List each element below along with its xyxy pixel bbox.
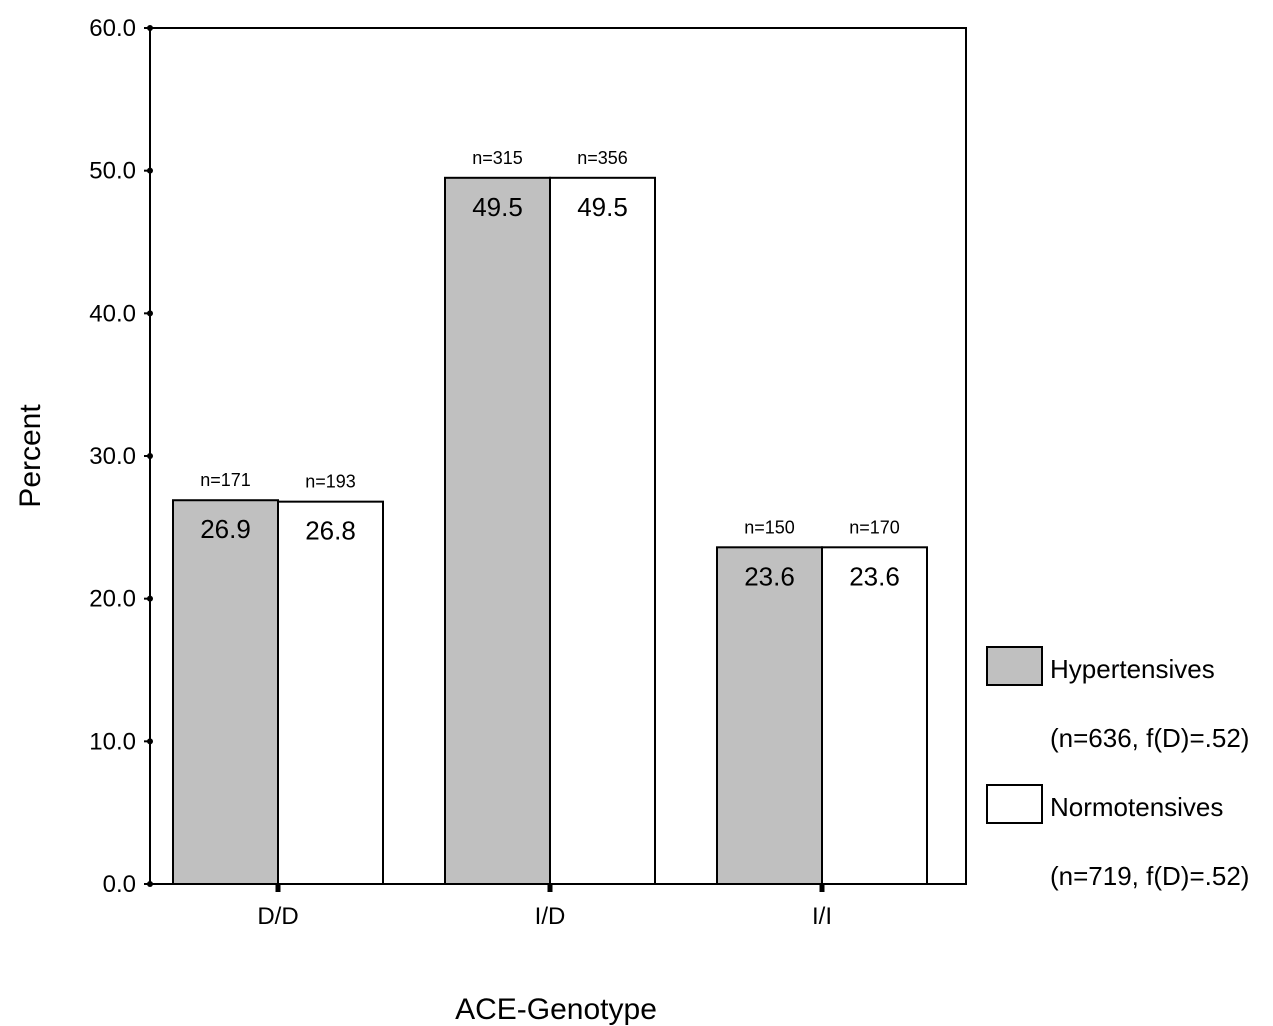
y-tick-dot (147, 310, 153, 317)
bar-n-label: n=193 (305, 472, 356, 492)
y-tick-label: 0.0 (103, 871, 136, 898)
y-tick-dot (147, 881, 153, 887)
y-axis: 0.0 10.0 20.0 30.0 40.0 50.0 60.0 (89, 15, 153, 898)
legend-label: Hypertensives (1050, 654, 1215, 684)
bar-value-label: 23.6 (744, 561, 795, 591)
legend-swatch-hypertensives (986, 646, 1043, 686)
bar-value-label: 23.6 (849, 561, 900, 591)
legend: Hypertensives (n=636, f(D)=.52) Normotensi… (986, 646, 1249, 891)
bar-n-label: n=170 (849, 517, 900, 537)
bars-group: 26.9 n=171 26.8 n=193 49.5 n=315 49.5 n=356 23.6… (172, 148, 928, 886)
x-axis: D/D I/D I/I (257, 884, 832, 930)
bar-value-label: 26.8 (305, 516, 356, 546)
bar-hypertensives (172, 499, 279, 885)
bar-n-label: n=171 (200, 470, 251, 490)
x-tick-label: I/D (535, 903, 566, 930)
bar-value-label: 49.5 (472, 192, 523, 222)
y-tick-dot (147, 453, 153, 459)
y-tick-label: 10.0 (89, 728, 136, 755)
x-tick-label: I/I (812, 903, 832, 930)
bar-normotensives (277, 500, 384, 885)
bar-normotensives (549, 176, 656, 886)
legend-swatch-normotensives (986, 784, 1043, 824)
x-axis-label: ACE-Genotype (455, 993, 657, 1026)
y-tick-label: 30.0 (89, 443, 136, 470)
bar-n-label: n=315 (472, 148, 523, 168)
y-tick-label: 20.0 (89, 586, 136, 613)
bar-n-label: n=150 (744, 517, 795, 537)
y-tick-dot (147, 25, 153, 31)
bar-normotensives (821, 546, 928, 885)
x-tick-label: D/D (257, 903, 298, 930)
bar-n-label: n=356 (577, 148, 628, 168)
legend-label: Normotensives (1050, 792, 1223, 822)
y-tick-label: 60.0 (89, 15, 136, 42)
y-tick-dot (147, 595, 153, 602)
y-tick-label: 50.0 (89, 158, 136, 185)
bar-hypertensives (716, 546, 823, 885)
y-tick-label: 40.0 (89, 300, 136, 327)
y-axis-label: Percent (14, 404, 47, 508)
legend-note: (n=719, f(D)=.52) (1050, 861, 1249, 891)
y-tick-dot (147, 167, 153, 174)
bar-value-label: 49.5 (577, 192, 628, 222)
bar-value-label: 26.9 (200, 514, 251, 544)
bar-hypertensives (444, 176, 551, 886)
y-tick-dot (147, 738, 153, 745)
legend-note: (n=636, f(D)=.52) (1050, 723, 1249, 753)
